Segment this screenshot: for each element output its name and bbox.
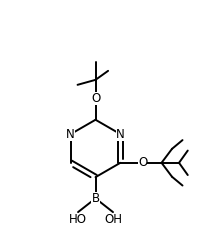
Text: N: N [116, 128, 125, 141]
Text: OH: OH [104, 213, 122, 226]
Text: O: O [91, 92, 100, 105]
Text: N: N [66, 128, 75, 141]
Text: B: B [91, 192, 100, 205]
Text: HO: HO [69, 213, 87, 226]
Text: O: O [138, 156, 148, 169]
